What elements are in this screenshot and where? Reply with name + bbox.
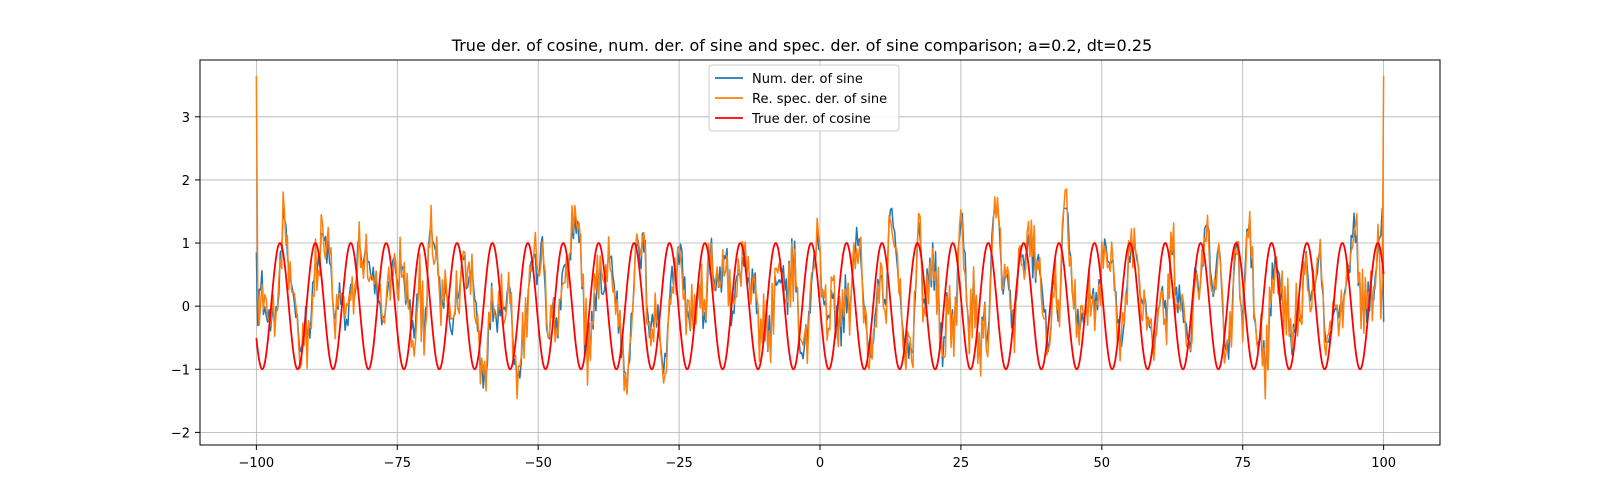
x-tick-label: 75	[1234, 456, 1251, 471]
y-tick-label: −1	[171, 363, 190, 378]
legend-label: Re. spec. der. of sine	[752, 92, 887, 107]
y-tick-label: 0	[182, 300, 190, 315]
y-tick-label: 1	[182, 237, 190, 252]
y-tick-label: 2	[182, 174, 190, 189]
x-tick-label: −25	[665, 456, 692, 471]
legend-label: Num. der. of sine	[752, 72, 863, 87]
axis-ticks: −100 −75 −50 −25 0 25 50 75 100 −2 −1 0 1 2 3	[171, 111, 1396, 471]
plot-area	[255, 75, 1385, 400]
x-tick-label: −75	[384, 456, 411, 471]
legend: Num. der. of sine Re. spec. der. of sine T…	[708, 64, 900, 132]
y-tick-label: 3	[182, 111, 190, 126]
series-line-true-der-cosine	[255, 241, 1385, 371]
x-tick-label: 100	[1371, 456, 1396, 471]
chart-title: True der. of cosine, num. der. of sine a…	[451, 36, 1152, 55]
legend-box	[708, 64, 900, 132]
x-tick-label: −100	[239, 456, 275, 471]
x-tick-label: −50	[524, 456, 551, 471]
y-tick-label: −2	[171, 426, 190, 441]
legend-label: True der. of cosine	[751, 112, 871, 127]
x-tick-label: 50	[1094, 456, 1111, 471]
series-line-spec-der-sine	[255, 75, 1385, 400]
x-tick-label: 25	[953, 456, 970, 471]
x-tick-label: 0	[816, 456, 824, 471]
